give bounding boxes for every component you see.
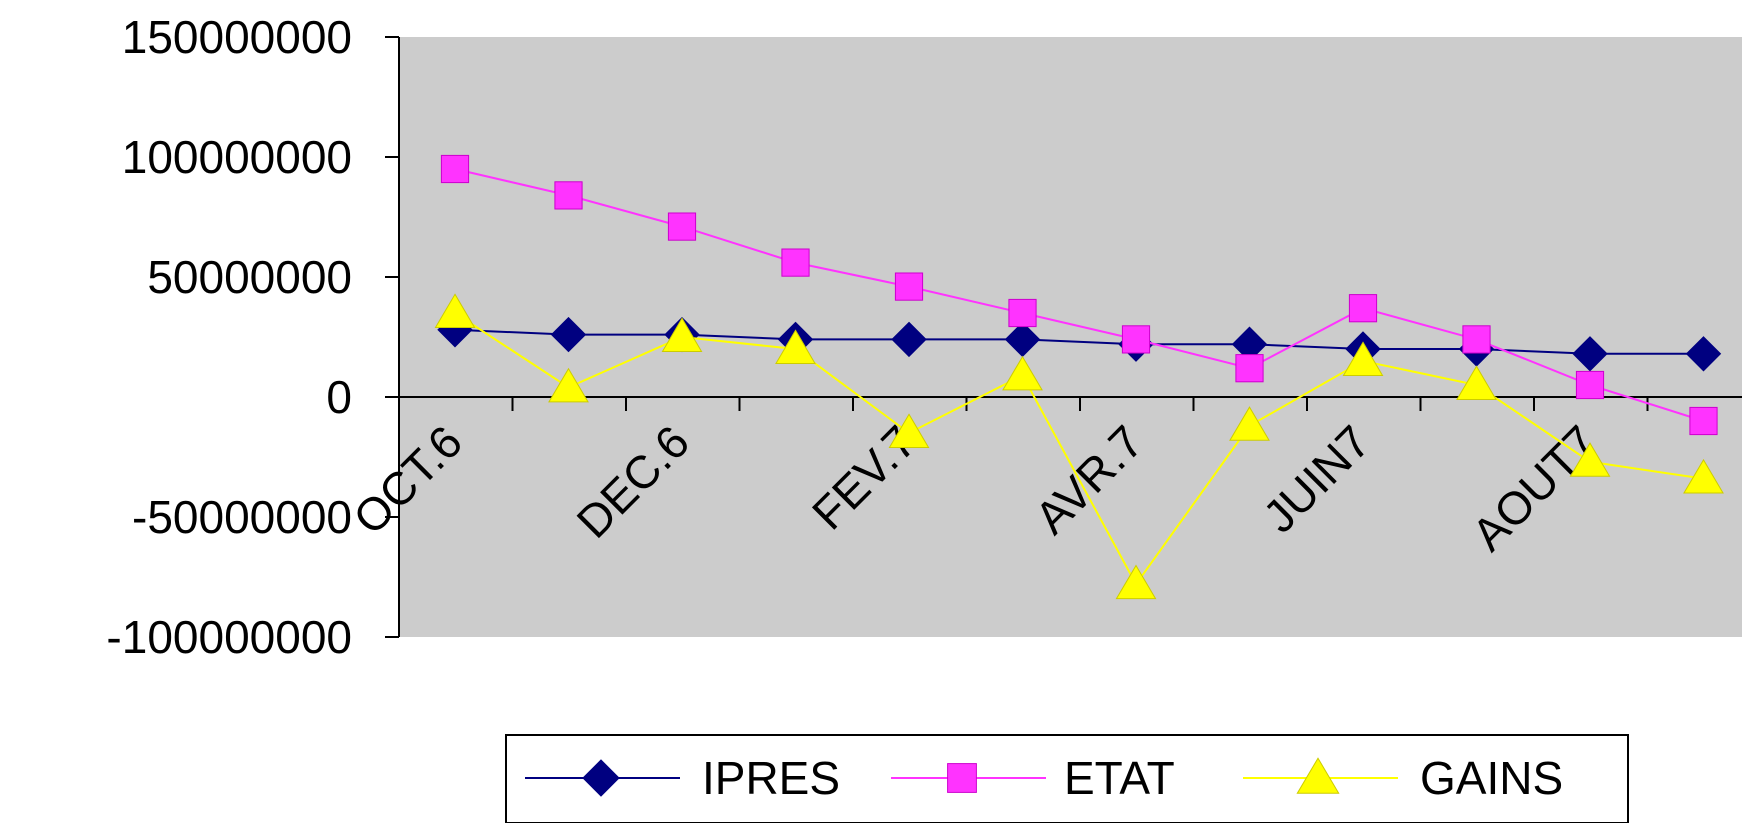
data-point (661, 317, 703, 352)
y-tick-label: 150000000 (122, 11, 352, 63)
legend-marker (1296, 757, 1340, 794)
data-point (888, 413, 930, 448)
legend-item-etat: ETAT (891, 752, 1175, 804)
data-point (550, 316, 587, 353)
data-point (1683, 458, 1724, 494)
data-point (667, 212, 697, 241)
data-point (1115, 564, 1157, 600)
data-point (1342, 341, 1384, 376)
data-point (554, 181, 583, 210)
data-point (1235, 354, 1264, 383)
legend-box (505, 734, 1629, 823)
data-point (891, 321, 927, 358)
series-line (454, 328, 1704, 355)
legend-label: GAINS (1420, 752, 1563, 804)
data-point (1572, 336, 1608, 372)
y-tick-label: 50000000 (147, 251, 352, 303)
y-tick-label: 100000000 (122, 131, 352, 183)
data-point (1002, 355, 1043, 391)
y-axis: 150000000 100000000 50000000 0 -50000000 -100… (106, 11, 400, 663)
legend: IPRES ETAT GAINS (505, 734, 1629, 823)
data-point (781, 248, 810, 277)
data-point (1348, 294, 1378, 323)
legend-item-ipres: IPRES (525, 752, 840, 804)
legend-label: IPRES (702, 752, 840, 804)
y-tick-label: -50000000 (132, 491, 352, 543)
data-point (434, 293, 476, 328)
y-tick-label: 0 (326, 371, 352, 423)
data-point (440, 154, 470, 184)
data-point (1689, 406, 1718, 436)
legend-marker (582, 759, 620, 797)
data-point (1456, 365, 1497, 400)
legend-marker (947, 763, 977, 793)
legend-label: ETAT (1064, 752, 1175, 804)
series-layer (434, 154, 1724, 600)
data-point (1462, 325, 1491, 354)
data-point (1008, 298, 1037, 328)
data-point (1229, 406, 1270, 441)
data-point (1569, 442, 1611, 477)
series-line (454, 168, 1704, 422)
data-point (775, 329, 816, 364)
series-etat (440, 154, 1718, 436)
plot-area (399, 37, 1742, 637)
series-gains (434, 293, 1724, 600)
data-point (894, 272, 924, 301)
data-point (548, 367, 589, 403)
legend-item-gains: GAINS (1243, 752, 1563, 804)
data-point (1121, 325, 1151, 354)
data-point (1575, 370, 1605, 400)
data-point (1685, 336, 1722, 372)
y-tick-label: -100000000 (106, 611, 352, 663)
